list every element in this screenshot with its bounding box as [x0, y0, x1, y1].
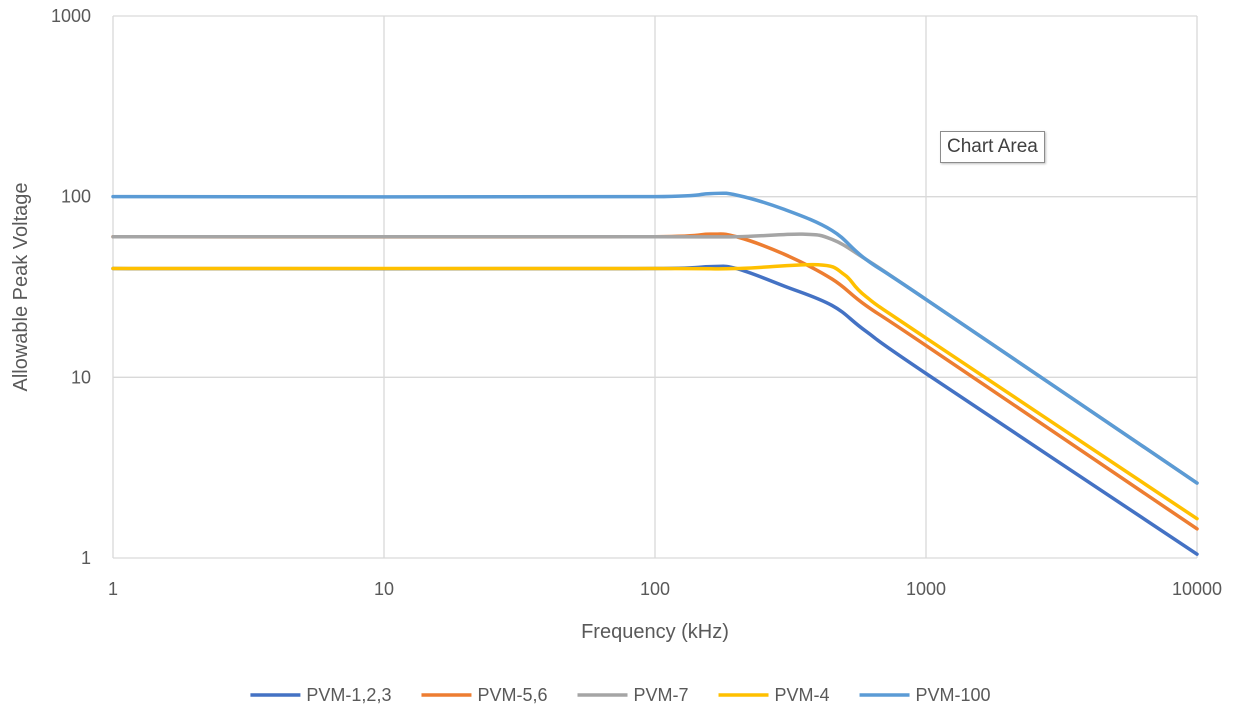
- y-tick-label: 10: [71, 367, 91, 387]
- x-tick-label: 1: [108, 579, 118, 599]
- gridlines: [113, 16, 1197, 558]
- x-tick-label: 10000: [1172, 579, 1222, 599]
- legend-label: PVM-5,6: [477, 685, 547, 705]
- legend-item: PVM-7: [578, 685, 689, 705]
- legend-label: PVM-4: [775, 685, 830, 705]
- x-tick-label: 1000: [906, 579, 946, 599]
- y-tick-label: 1: [81, 548, 91, 568]
- y-tick-labels: 1 10 100 1000: [51, 6, 91, 568]
- chart-area-tooltip-label: Chart Area: [947, 136, 1038, 157]
- y-tick-label: 100: [61, 187, 91, 207]
- legend-item: PVM-1,2,3: [250, 685, 391, 705]
- x-tick-labels: 1 10 100 1000 10000: [108, 579, 1222, 599]
- x-tick-label: 10: [374, 579, 394, 599]
- legend-label: PVM-1,2,3: [306, 685, 391, 705]
- legend-item: PVM-100: [860, 685, 991, 705]
- chart-area-tooltip: Chart Area: [940, 131, 1045, 163]
- legend: PVM-1,2,3 PVM-5,6 PVM-7 PVM-4 PVM-100: [250, 685, 990, 705]
- y-axis-title: Allowable Peak Voltage: [10, 182, 32, 391]
- x-tick-label: 100: [640, 579, 670, 599]
- y-tick-label: 1000: [51, 6, 91, 26]
- legend-item: PVM-5,6: [421, 685, 547, 705]
- legend-item: PVM-4: [719, 685, 830, 705]
- legend-label: PVM-7: [634, 685, 689, 705]
- x-axis-title: Frequency (kHz): [581, 621, 729, 643]
- legend-label: PVM-100: [916, 685, 991, 705]
